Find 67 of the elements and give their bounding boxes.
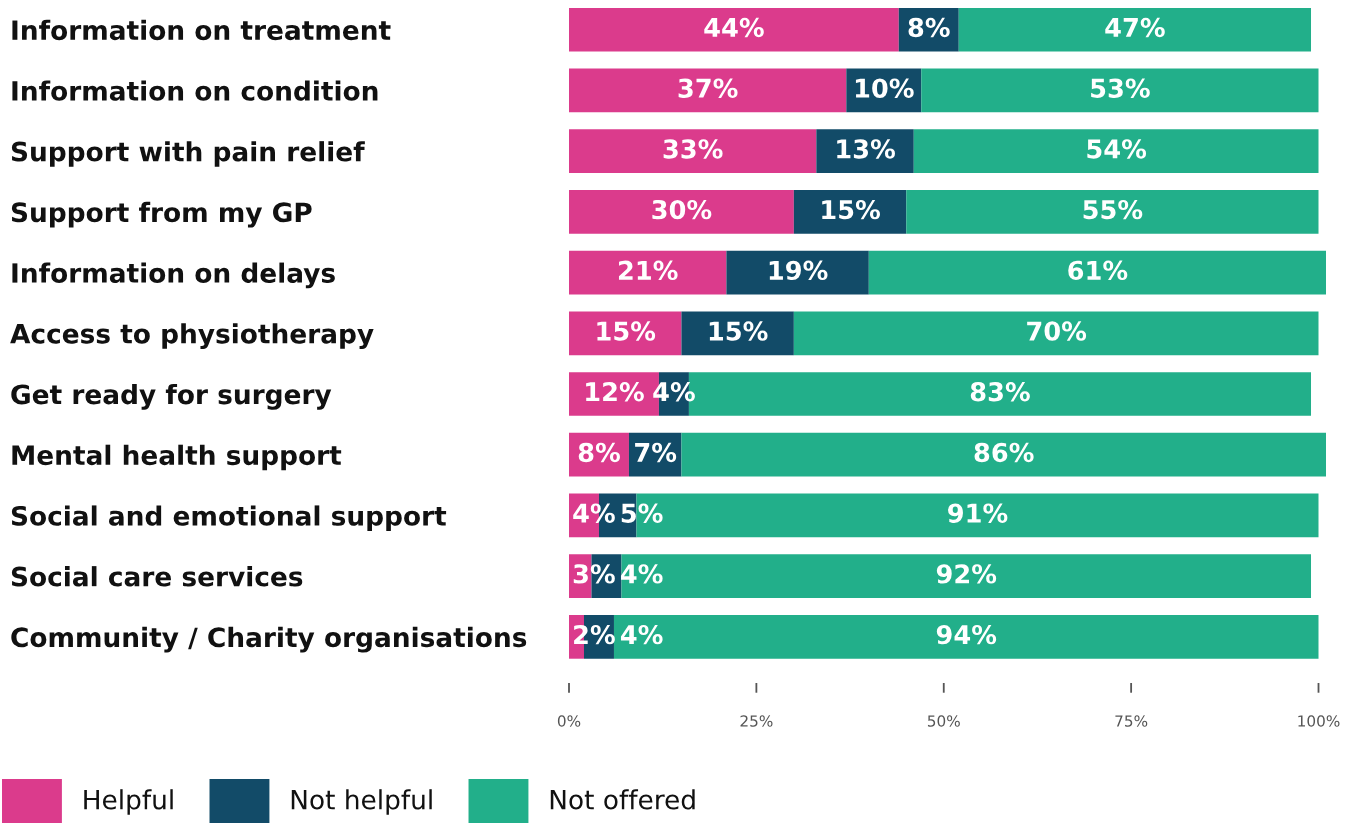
bar	[921, 68, 1319, 113]
bar	[621, 554, 1312, 598]
bar	[913, 129, 1319, 174]
data-label: 4%	[620, 564, 663, 584]
bar	[726, 250, 869, 295]
bar	[958, 7, 1312, 52]
bar	[906, 190, 1319, 234]
data-label: 15%	[709, 321, 768, 341]
data-label: 53%	[1091, 78, 1150, 98]
data-label: 4%	[620, 624, 663, 645]
data-label: 5%	[621, 503, 663, 523]
data-label: 10%	[855, 78, 914, 98]
bar	[569, 129, 817, 174]
bar	[569, 7, 899, 52]
bar	[569, 68, 847, 113]
data-label: 15%	[822, 199, 880, 220]
data-label: 92%	[936, 564, 997, 584]
y-tick-label: Support with pain relief	[11, 141, 365, 167]
bar	[569, 190, 794, 234]
data-label: 33%	[663, 139, 723, 159]
data-label: 47%	[1105, 17, 1165, 38]
bar	[569, 250, 727, 295]
bar	[868, 250, 1326, 295]
data-label: 83%	[970, 382, 1030, 402]
y-tick-label: Social and emotional support	[11, 505, 447, 531]
data-label: 54%	[1087, 139, 1147, 159]
data-label: 91%	[948, 503, 1008, 523]
y-tick-label: Information on condition	[12, 80, 378, 101]
bar	[793, 190, 907, 234]
data-label: 37%	[678, 78, 738, 98]
y-tick-label: Community / Charity organisations	[11, 626, 527, 653]
data-label: 15%	[597, 321, 656, 341]
bar	[816, 129, 914, 174]
bar	[681, 311, 794, 356]
data-label: 44%	[704, 17, 764, 38]
x-tick-label: 25%	[740, 715, 773, 727]
bar	[569, 311, 682, 356]
legend-label: Helpful	[84, 789, 173, 815]
x-tick-label: 50%	[927, 715, 960, 727]
data-label: 8%	[578, 442, 620, 463]
data-label: 8%	[908, 17, 950, 38]
data-label: 70%	[1027, 321, 1087, 341]
bar	[681, 432, 1326, 477]
data-label: 55%	[1083, 199, 1143, 220]
data-label: 86%	[974, 442, 1034, 463]
data-label: 19%	[769, 260, 828, 281]
data-label: 30%	[652, 199, 712, 220]
data-label: 12%	[586, 382, 644, 402]
data-label: 7%	[635, 442, 677, 463]
y-tick-label: Get ready for surgery	[11, 383, 332, 410]
y-tick-label: Information on treatment	[12, 19, 391, 41]
x-tick-label: 100%	[1298, 715, 1340, 727]
legend-label: Not helpful	[291, 789, 432, 815]
data-label: 61%	[1068, 260, 1128, 281]
y-tick-label: Information on delays	[12, 262, 335, 289]
data-label: 13%	[837, 139, 895, 159]
data-label: 94%	[936, 624, 997, 645]
y-tick-label: Support from my GP	[11, 201, 312, 228]
bar	[613, 615, 1319, 659]
data-label: 21%	[618, 260, 678, 281]
legend-label: Not offered	[550, 789, 695, 810]
x-tick-label: 0%	[557, 715, 581, 727]
y-tick-label: Mental health support	[12, 444, 342, 471]
y-tick-label: Social care services	[11, 566, 303, 587]
bar	[793, 311, 1319, 356]
y-tick-label: Access to physiotherapy	[10, 323, 374, 350]
x-tick-label: 75%	[1115, 715, 1148, 727]
